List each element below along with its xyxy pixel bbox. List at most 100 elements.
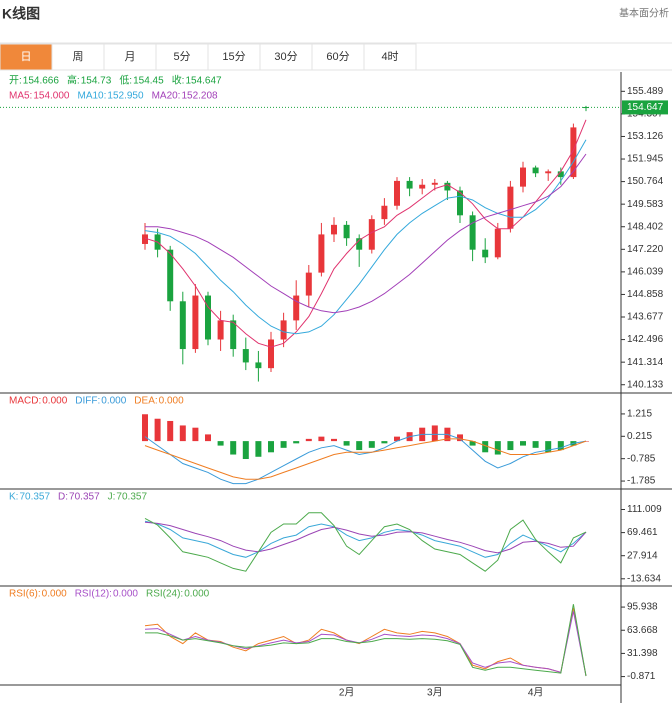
y-tick-label: 143.677 <box>627 312 664 323</box>
candle-body <box>343 224 350 239</box>
legend-label: RSI(24): <box>146 589 183 600</box>
candle-body <box>305 272 312 296</box>
tab-label[interactable]: 30分 <box>274 50 297 63</box>
macd-bar <box>381 441 388 444</box>
tab[interactable] <box>259 43 313 71</box>
macd-bar <box>268 441 274 453</box>
macd-bar <box>520 441 526 446</box>
tab-label[interactable]: 5分 <box>173 50 190 63</box>
tab[interactable] <box>311 43 365 71</box>
macd-bar <box>179 425 186 442</box>
legend-label: MA10: <box>78 91 107 102</box>
macd-bar <box>507 441 514 451</box>
macd-bar <box>331 438 337 442</box>
candle-body <box>444 182 451 191</box>
macd-bar <box>280 441 287 448</box>
y-tick-label: 140.133 <box>627 379 664 390</box>
y-tick-label: 153.126 <box>627 131 664 142</box>
macd-bar <box>293 441 300 444</box>
candle-body <box>532 167 539 174</box>
macd-bar <box>242 441 249 460</box>
candle-body <box>179 301 186 350</box>
macd-bar <box>318 436 325 442</box>
candle-body <box>570 127 577 178</box>
legend-label: MA20: <box>152 91 181 102</box>
ohlc-label: 高: <box>67 74 80 87</box>
fundamental-link[interactable]: 基本面分析 <box>619 7 669 20</box>
ohlc-label: 低: <box>119 74 132 87</box>
y-tick-label: 141.314 <box>627 357 664 368</box>
legend-label: D: <box>58 492 68 503</box>
candle-body <box>293 295 300 321</box>
macd-bar <box>192 427 199 442</box>
macd-bar <box>482 441 489 453</box>
candle-body <box>469 215 476 250</box>
candle-body <box>507 186 514 229</box>
tab[interactable] <box>207 43 261 71</box>
indicator-line <box>144 611 587 677</box>
legend-label: K: <box>9 492 18 503</box>
ohlc-value: 154.666 <box>23 76 60 87</box>
tab[interactable] <box>363 43 417 71</box>
y-tick-label: -0.785 <box>627 453 656 464</box>
y-tick-label: 95.938 <box>627 602 658 613</box>
legend-label: J: <box>108 492 116 503</box>
y-tick-label: 148.402 <box>627 221 664 232</box>
indicator-line <box>144 139 587 335</box>
candle-body <box>192 295 199 350</box>
tab[interactable] <box>103 43 157 71</box>
x-tick-label: 2月 <box>339 687 355 699</box>
indicator-line <box>144 512 587 572</box>
tab-label[interactable]: 4时 <box>381 50 398 63</box>
y-tick-label: 111.009 <box>627 504 662 515</box>
candle-body <box>394 180 400 206</box>
indicator-line <box>144 119 587 348</box>
page-title: K线图 <box>2 6 40 22</box>
macd-bar <box>368 441 375 448</box>
candle-body <box>167 249 174 302</box>
macd-bar <box>154 418 161 442</box>
macd-bar <box>217 441 224 446</box>
tab-label[interactable]: 周 <box>73 50 84 63</box>
candle-body <box>557 171 564 178</box>
ohlc-label: 收: <box>172 74 185 87</box>
tab-label[interactable]: 月 <box>125 51 136 63</box>
tab-label[interactable]: 60分 <box>326 50 349 63</box>
y-tick-label: -0.871 <box>627 671 656 682</box>
y-tick-label: 144.858 <box>627 289 664 300</box>
candle-body <box>268 339 274 369</box>
candle-body <box>545 171 552 174</box>
legend-label: MA5: <box>9 91 32 102</box>
x-tick-label: 4月 <box>528 687 544 699</box>
y-tick-label: 149.583 <box>627 199 664 210</box>
macd-bar <box>255 441 262 457</box>
last-price-label: 154.647 <box>627 102 664 113</box>
macd-bar <box>343 441 350 446</box>
candle-body <box>255 362 262 369</box>
y-tick-label: 27.914 <box>627 550 658 561</box>
tab-label[interactable]: 15分 <box>222 50 245 63</box>
candle-body <box>381 205 388 220</box>
ohlc-value: 154.647 <box>185 76 222 87</box>
candle-body <box>217 320 224 340</box>
macd-bar <box>431 425 438 442</box>
candle-body <box>482 249 489 258</box>
macd-bar <box>469 441 476 446</box>
candle-body <box>431 182 438 185</box>
candle-body <box>494 228 501 258</box>
y-tick-label: 155.489 <box>627 86 664 97</box>
candle-body <box>356 238 363 250</box>
macd-bar <box>457 434 463 442</box>
legend-value: 154.000 <box>33 91 70 102</box>
legend-value: 70.357 <box>116 492 147 503</box>
tab-label[interactable]: 日 <box>21 51 32 63</box>
indicator-line <box>144 520 587 558</box>
tab[interactable] <box>51 43 105 71</box>
candle-body <box>280 320 287 340</box>
legend-value: 0.000 <box>113 589 138 600</box>
macd-bar <box>142 414 148 442</box>
legend-label: MACD: <box>9 396 41 407</box>
y-tick-label: 150.764 <box>627 176 664 187</box>
ohlc-value: 154.73 <box>81 76 112 87</box>
